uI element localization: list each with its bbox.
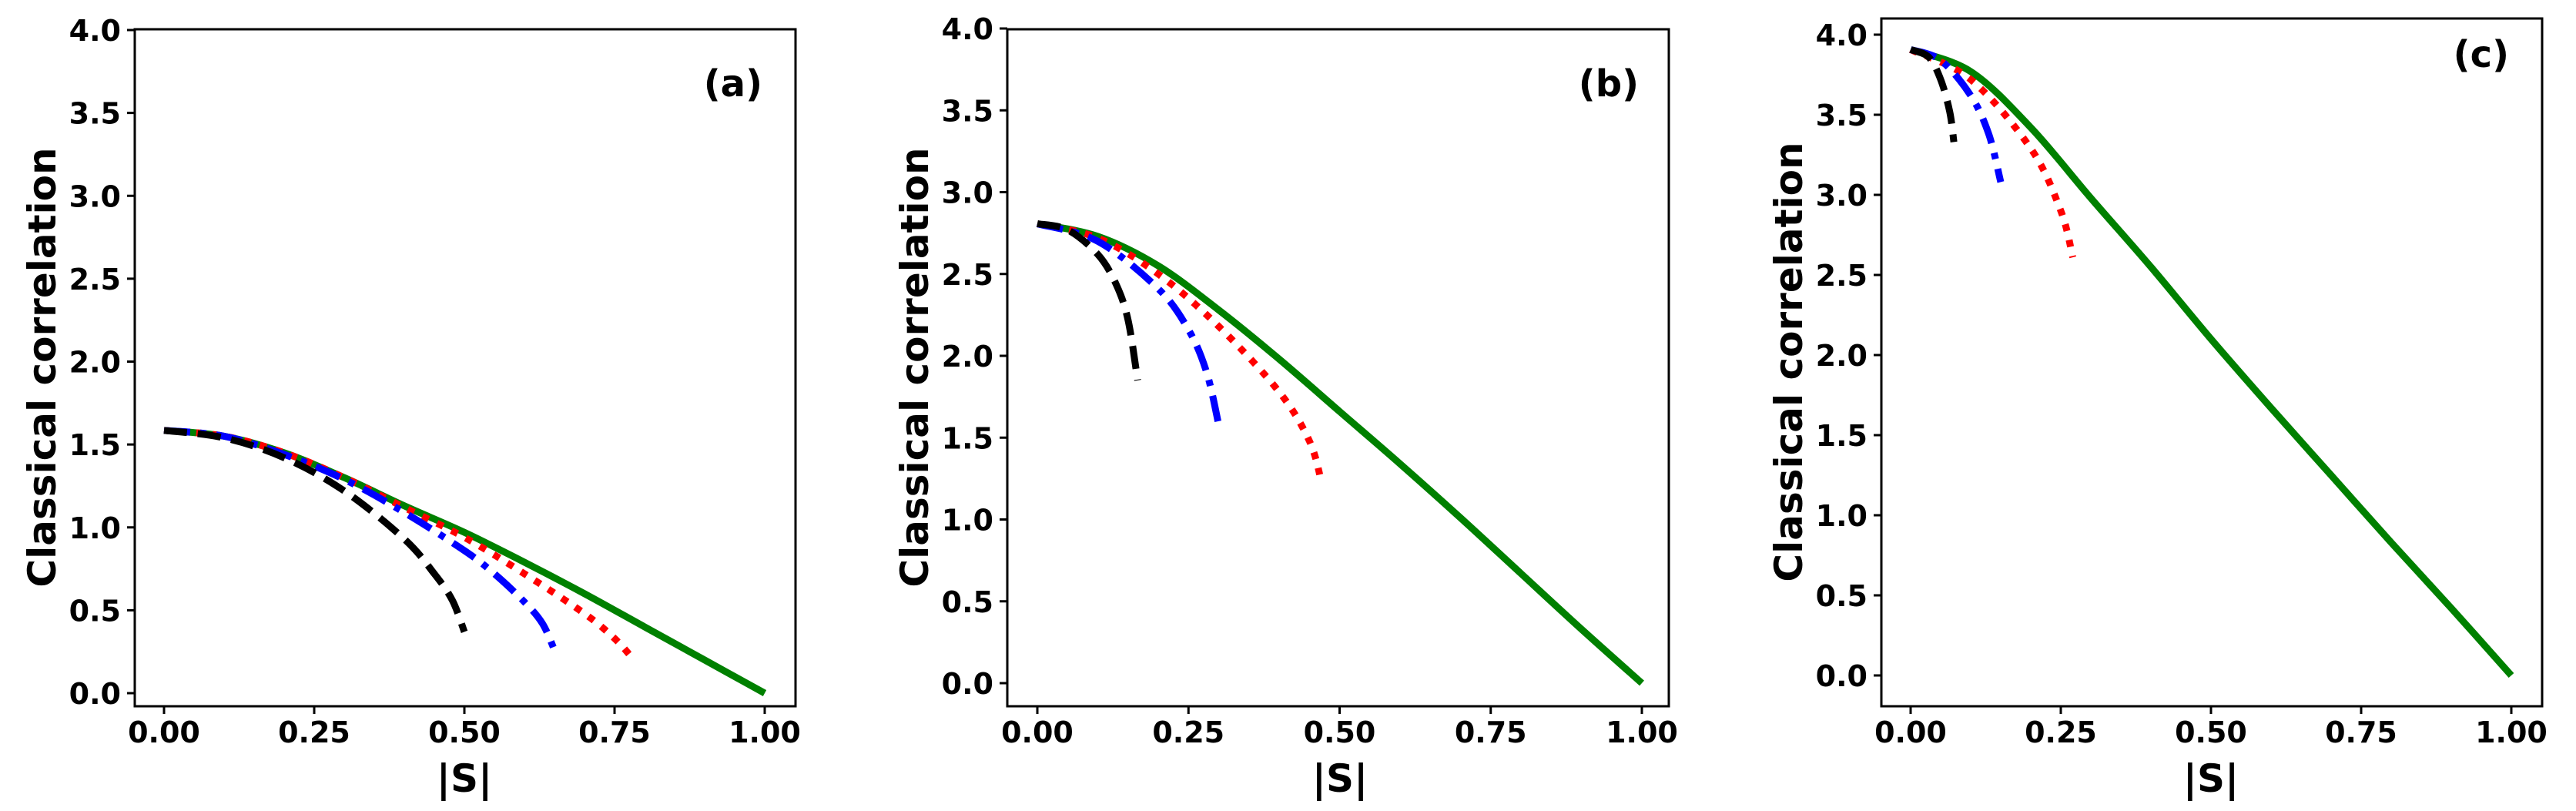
curve-black-dashed — [1909, 46, 1958, 142]
x-tick-label: 0.25 — [1152, 715, 1224, 749]
x-tick-label: 0.75 — [2325, 715, 2397, 749]
panel-c-ylabel: Classical correlation — [1767, 142, 1811, 581]
panel-c: 0.00 0.25 0.50 0.75 1.00 0.0 0.5 1.0 1.5 2.0 2.5 3.… — [1767, 17, 2548, 801]
curve-blue-dashdot — [1036, 220, 1222, 426]
y-tick-label: 0.5 — [1816, 579, 1868, 613]
panel-b-ylabel: Classical correlation — [893, 147, 937, 587]
panel-a-frame — [133, 28, 797, 708]
panel-a: 0.00 0.25 0.50 0.75 1.00 0.0 0.5 1.0 1.5 2.0 2.5 3.… — [20, 14, 801, 801]
panel-b-curves — [1036, 220, 1644, 686]
y-tick-label: 4.0 — [942, 12, 993, 46]
panel-a-tag: (a) — [704, 62, 762, 106]
y-tick-label: 2.5 — [942, 258, 993, 292]
x-tick-label: 1.00 — [729, 715, 801, 749]
y-tick-label: 3.0 — [1816, 179, 1868, 213]
panel-b-frame — [1006, 28, 1670, 708]
panel-c-tag: (c) — [2454, 33, 2509, 76]
y-tick-label: 3.5 — [942, 94, 993, 128]
curve-green-solid — [1037, 220, 1644, 686]
panel-b-tag: (b) — [1579, 62, 1639, 106]
curve-green-solid — [1909, 46, 2514, 678]
panel-b-ticks: 0.00 0.25 0.50 0.75 1.00 0.0 0.5 1.0 1.5 2.0 2.5 3.… — [942, 12, 1678, 749]
x-tick-label: 0.50 — [2175, 715, 2247, 749]
y-tick-label: 0.0 — [942, 667, 993, 701]
y-tick-label: 0.0 — [69, 677, 121, 711]
x-tick-label: 0.00 — [1001, 715, 1074, 749]
y-tick-label: 2.0 — [942, 340, 993, 374]
x-tick-label: 0.50 — [1304, 715, 1376, 749]
y-tick-label: 0.0 — [1816, 659, 1868, 693]
x-tick-label: 1.00 — [2475, 715, 2548, 749]
y-tick-label: 1.0 — [1816, 499, 1868, 533]
y-tick-label: 1.0 — [942, 504, 993, 538]
x-tick-label: 1.00 — [1606, 715, 1678, 749]
y-tick-label: 0.5 — [69, 594, 121, 628]
y-tick-label: 3.5 — [69, 97, 121, 131]
panel-a-ylabel: Classical correlation — [20, 147, 65, 587]
y-tick-label: 4.0 — [69, 14, 121, 48]
y-tick-label: 3.5 — [1816, 99, 1868, 132]
curve-red-dotted — [1908, 46, 2076, 259]
x-tick-label: 0.00 — [128, 715, 200, 749]
x-tick-label: 0.25 — [2025, 715, 2097, 749]
panel-c-curves — [1908, 46, 2514, 678]
x-tick-label: 0.50 — [428, 715, 501, 749]
x-tick-label: 0.25 — [278, 715, 350, 749]
x-tick-label: 0.75 — [1455, 715, 1527, 749]
panel-b-xlabel: |S| — [1312, 756, 1368, 801]
y-tick-label: 2.5 — [69, 263, 121, 297]
y-tick-label: 1.5 — [69, 428, 121, 462]
y-tick-label: 1.5 — [1816, 419, 1868, 453]
curve-green-solid — [163, 427, 767, 696]
y-tick-label: 1.0 — [69, 511, 121, 545]
curve-black-dashed — [163, 427, 468, 633]
y-tick-label: 2.0 — [1816, 339, 1868, 373]
x-tick-label: 0.75 — [578, 715, 651, 749]
panel-a-xlabel: |S| — [437, 756, 493, 801]
curve-red-dotted — [1036, 220, 1325, 483]
y-tick-label: 4.0 — [1816, 18, 1868, 52]
curve-black-dashed — [1037, 220, 1141, 381]
panel-c-xlabel: |S| — [2183, 756, 2239, 801]
panel-a-ticks: 0.00 0.25 0.50 0.75 1.00 0.0 0.5 1.0 1.5 2.0 2.5 3.… — [69, 14, 801, 749]
panel-c-ticks: 0.00 0.25 0.50 0.75 1.00 0.0 0.5 1.0 1.5 2.0 2.5 3.… — [1816, 18, 2548, 749]
curve-blue-dashdot — [163, 427, 558, 652]
curve-red-dotted — [163, 427, 635, 661]
panel-a-curves — [163, 427, 767, 696]
y-tick-label: 1.5 — [942, 421, 993, 455]
x-tick-label: 0.00 — [1874, 715, 1947, 749]
y-tick-label: 3.0 — [69, 179, 121, 213]
panel-b: 0.00 0.25 0.50 0.75 1.00 0.0 0.5 1.0 1.5 2.0 2.5 3.… — [893, 12, 1678, 801]
y-tick-label: 0.5 — [942, 585, 993, 619]
y-tick-label: 2.0 — [69, 346, 121, 380]
y-tick-label: 3.0 — [942, 176, 993, 210]
y-tick-label: 2.5 — [1816, 259, 1868, 293]
